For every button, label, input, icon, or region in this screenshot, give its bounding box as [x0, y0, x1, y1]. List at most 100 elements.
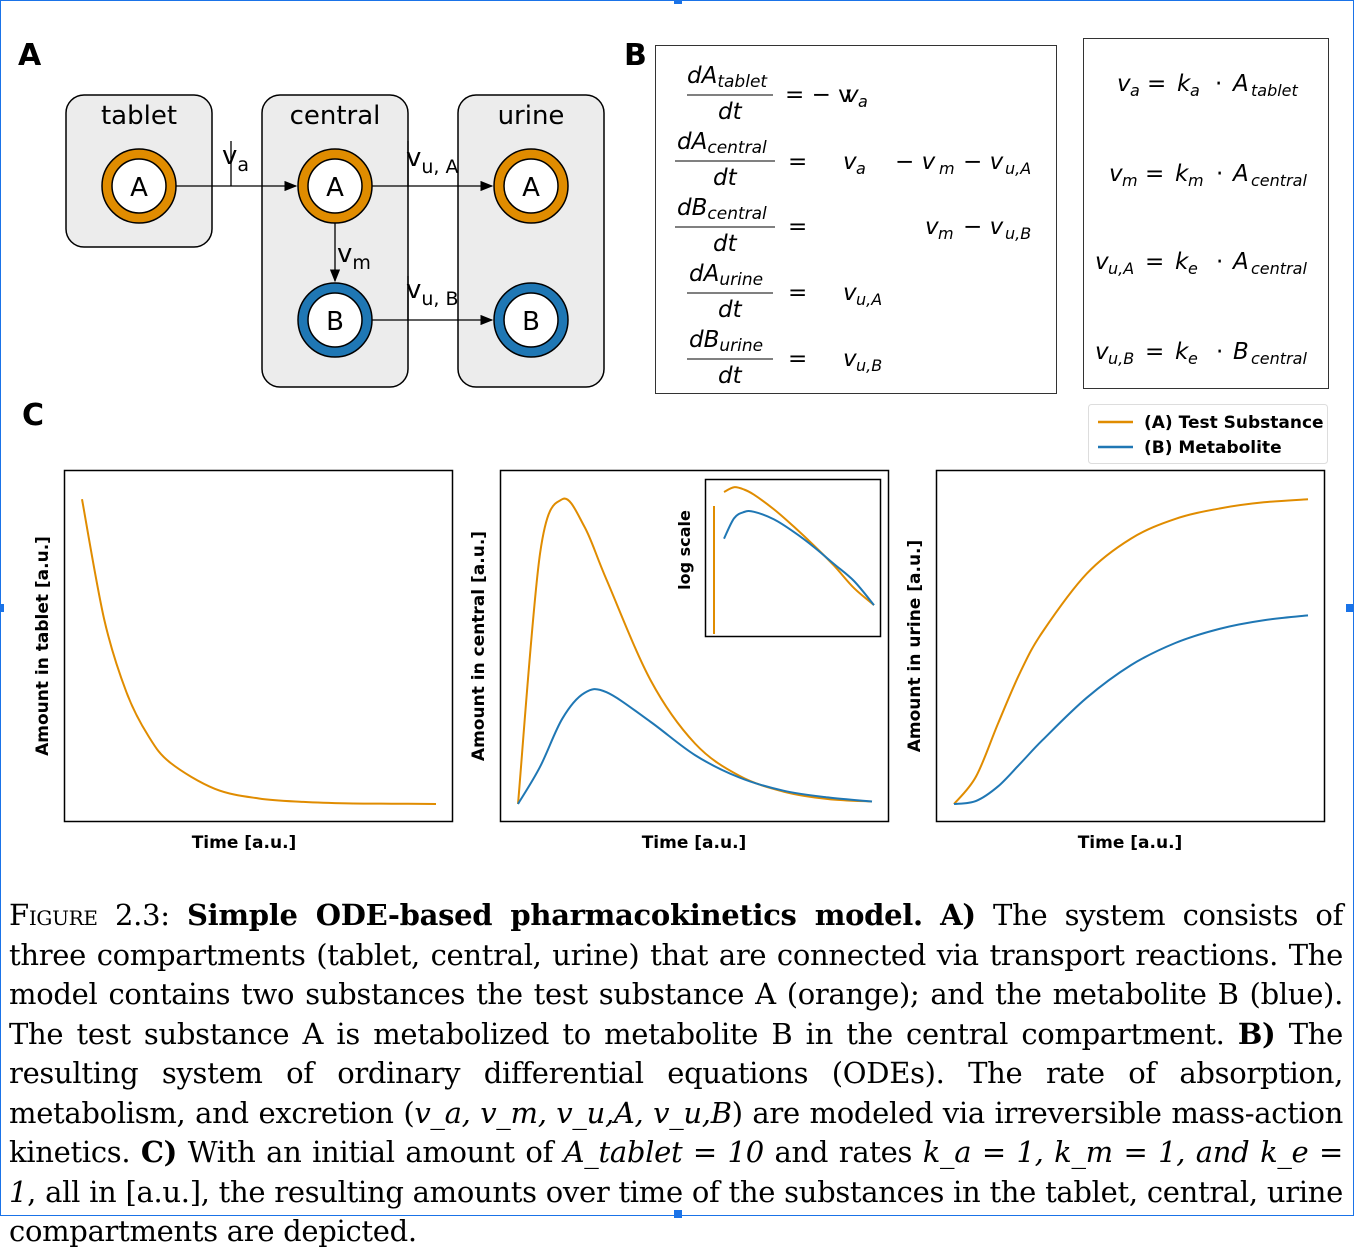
- svg-text:v: v: [843, 149, 857, 175]
- legend-label-a: (A) Test Substance: [1144, 413, 1324, 433]
- resize-handle-left[interactable]: [0, 604, 4, 612]
- svg-text:=: =: [1147, 71, 1166, 97]
- series-line-a: [81, 499, 437, 805]
- svg-text:A: A: [130, 173, 148, 203]
- species-b-central: B: [297, 282, 373, 358]
- caption-rates: k_a = 1, k_m = 1, and k_e = 1: [9, 1135, 1344, 1209]
- ode-row-central-a: dAcentral dt = v a − v m − v u,A: [675, 129, 1031, 191]
- svg-text:= − v: = − v: [785, 82, 852, 108]
- svg-text:u,B: u,B: [1108, 349, 1134, 368]
- ode-row-tablet-a: dAtablet dt = − v v a: [687, 63, 868, 125]
- inset-label: log scale: [675, 510, 694, 590]
- svg-text:e: e: [1188, 259, 1198, 278]
- reaction-va-label: va: [222, 141, 249, 176]
- series-line-a: [953, 498, 1309, 805]
- resize-handle-bottom[interactable]: [674, 1210, 682, 1218]
- svg-text:=: =: [788, 214, 807, 240]
- svg-text:m: m: [1188, 171, 1204, 190]
- compartment-diagram: tablet central urine A A A B B va vm vu,…: [65, 94, 605, 388]
- svg-text:=: =: [788, 346, 807, 372]
- svg-text:dt: dt: [713, 165, 738, 191]
- legend-label-b: (B) Metabolite: [1144, 438, 1282, 458]
- svg-text:k: k: [1175, 249, 1190, 275]
- svg-text:dAurine: dAurine: [689, 261, 763, 290]
- figure-caption: Figure 2.3: Simple ODE-based pharmacokin…: [9, 896, 1343, 1252]
- svg-text:·: ·: [1216, 339, 1223, 365]
- svg-text:m: m: [939, 159, 955, 178]
- caption-text-b2: ) are modeled via irreversible mass-acti…: [9, 1095, 1344, 1170]
- svg-text:u,A: u,A: [856, 290, 882, 309]
- svg-text:=: =: [1145, 249, 1164, 275]
- svg-text:·: ·: [1216, 249, 1223, 275]
- svg-text:v: v: [1109, 161, 1123, 187]
- svg-text:v: v: [845, 82, 859, 108]
- x-axis-label: Time [a.u.]: [192, 833, 297, 853]
- svg-text:v: v: [1117, 71, 1131, 97]
- resize-handle-top[interactable]: [674, 0, 682, 4]
- y-axis-label: Amount in tablet [a.u.]: [33, 536, 53, 756]
- caption-text-a: The system consists of three compartment…: [9, 898, 1344, 1051]
- svg-text:central: central: [1251, 259, 1307, 278]
- caption-text-c3: , all in [a.u.], the resulting amounts o…: [9, 1174, 1343, 1249]
- reaction-vub-label: vu, B: [406, 275, 459, 310]
- svg-text:− v: − v: [963, 214, 1004, 240]
- svg-text:k: k: [1175, 161, 1190, 187]
- svg-text:dt: dt: [718, 99, 743, 125]
- svg-text:A: A: [1231, 249, 1249, 275]
- svg-text:dt: dt: [718, 363, 743, 389]
- svg-text:A: A: [522, 173, 540, 203]
- reaction-vua-label: vu, A: [406, 143, 459, 178]
- ode-row-central-b: dBcentral dt = v m − v u,B: [675, 195, 1031, 257]
- svg-text:B: B: [326, 307, 344, 337]
- reaction-vm-label: vm: [337, 239, 371, 274]
- svg-text:v: v: [1095, 249, 1109, 275]
- svg-text:=: =: [1145, 161, 1164, 187]
- caption-vars: v_a, v_m, v_u,A, v_u,B: [414, 1095, 732, 1130]
- svg-text:e: e: [1188, 349, 1198, 368]
- svg-text:B: B: [1233, 339, 1249, 365]
- caption-figure-label: Figure 2.3:: [9, 898, 170, 932]
- svg-text:A: A: [1231, 71, 1249, 97]
- svg-text:dt: dt: [718, 297, 743, 323]
- y-axis-label: Amount in central [a.u.]: [469, 531, 489, 761]
- svg-text:dt: dt: [713, 231, 738, 257]
- panel-label-b: B: [624, 38, 647, 73]
- caption-initial-amount: A_tablet = 10: [563, 1135, 765, 1169]
- chart-legend: (A) Test Substance (B) Metabolite: [1088, 404, 1328, 464]
- svg-text:v: v: [843, 280, 857, 306]
- svg-text:=: =: [788, 280, 807, 306]
- svg-text:=: =: [788, 149, 807, 175]
- svg-text:− v: − v: [963, 149, 1004, 175]
- svg-text:u,A: u,A: [1108, 259, 1134, 278]
- svg-text:central: central: [1251, 349, 1307, 368]
- svg-text:u,B: u,B: [856, 356, 882, 375]
- svg-text:dAtablet: dAtablet: [687, 63, 768, 92]
- inset-line-b: [723, 510, 875, 606]
- series-line-b: [953, 614, 1309, 805]
- chart-urine: Time [a.u.] Amount in urine [a.u.]: [905, 469, 1326, 853]
- species-a-urine: A: [493, 148, 569, 224]
- svg-text:tablet: tablet: [1251, 81, 1299, 100]
- caption-text-b1: The resulting system of ordinary differe…: [9, 1016, 1343, 1130]
- inset-line-a: [723, 486, 875, 606]
- caption-title: Simple ODE-based pharmacokinetics model.: [187, 898, 923, 932]
- chart-central: log scale Time [a.u.] Amount in central …: [469, 469, 890, 853]
- svg-text:A: A: [326, 173, 344, 203]
- svg-text:dBcentral: dBcentral: [677, 195, 767, 224]
- svg-text:v: v: [925, 214, 939, 240]
- x-axis-label: Time [a.u.]: [1078, 833, 1183, 853]
- compartment-label-urine: urine: [498, 101, 565, 131]
- svg-text:dBurine: dBurine: [689, 327, 763, 356]
- svg-text:k: k: [1175, 339, 1190, 365]
- y-axis-label: Amount in urine [a.u.]: [905, 540, 925, 753]
- svg-text:B: B: [522, 307, 540, 337]
- svg-text:central: central: [1251, 171, 1307, 190]
- ode-row-urine-b: dBurine dt = v u,B: [687, 327, 882, 389]
- caption-text-c1: With an initial amount of: [187, 1135, 554, 1169]
- resize-handle-right[interactable]: [1346, 604, 1354, 612]
- panel-label-c: C: [22, 398, 45, 433]
- svg-text:=: =: [1145, 339, 1164, 365]
